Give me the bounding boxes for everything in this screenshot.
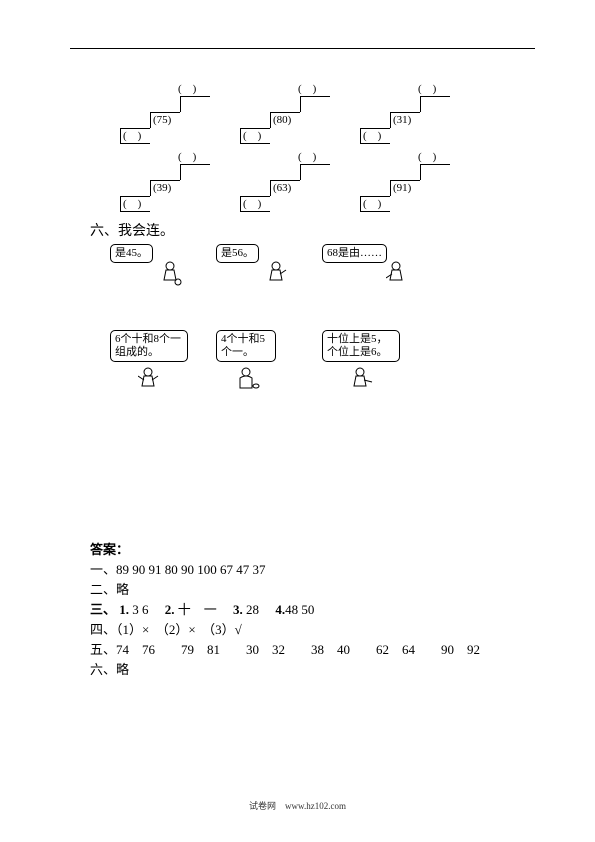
a3-1b: 1. [119, 602, 129, 617]
match-item: 6个十和8个一组成的。 [110, 330, 202, 400]
stairs-item: ( ) (75) ( ) [120, 82, 220, 144]
answers-section: 答案： 一、89 90 91 80 90 100 67 47 37 二、略 三、… [90, 540, 480, 680]
page-footer: 试卷网 www.hz102.com [0, 799, 595, 812]
page-top-rule [70, 48, 535, 49]
answer-line-2: 二、略 [90, 582, 129, 597]
question-6-label: 六、我会连。 [90, 220, 510, 240]
speech-bubble: 是56。 [216, 244, 259, 263]
answer-line-6: 六、略 [90, 662, 129, 677]
answer-line-4: 四、（1）× （2）× （3）√ [90, 622, 242, 637]
stair-blank-top: ( ) [418, 80, 436, 96]
match-item: 4个十和5个一。 [216, 330, 308, 400]
stair-step [300, 164, 330, 180]
stair-step-mid: (80) [270, 112, 300, 128]
stair-blank-bot: ( ) [123, 130, 141, 142]
a3-prefix: 三、 [90, 602, 116, 617]
stair-step [300, 96, 330, 112]
stairs-row-1: ( ) (75) ( ) ( ) (80) ( ) ( ) (31) ( ) [120, 82, 510, 144]
stair-blank-top: ( ) [298, 148, 316, 164]
stair-step-bot: ( ) [120, 196, 150, 212]
stair-step-mid: (91) [390, 180, 420, 196]
person-icon [160, 260, 184, 286]
stair-mid-value: (63) [273, 182, 291, 194]
stair-step [180, 96, 210, 112]
main-content: ( ) (75) ( ) ( ) (80) ( ) ( ) (31) ( ) (… [90, 82, 510, 400]
speech-bubble: 4个十和5个一。 [216, 330, 276, 362]
stairs-item: ( ) (31) ( ) [360, 82, 460, 144]
answer-line-3: 三、 1. 3 6 2. 十 一 3. 28 4.48 50 [90, 602, 314, 617]
stair-mid-value: (75) [153, 114, 171, 126]
stairs-item: ( ) (63) ( ) [240, 150, 340, 212]
speech-bubble: 十位上是5，个位上是6。 [322, 330, 400, 362]
a3-3: 28 [243, 602, 272, 617]
stair-step-mid: (75) [150, 112, 180, 128]
stairs-item: ( ) (80) ( ) [240, 82, 340, 144]
stair-step-bot: ( ) [240, 196, 270, 212]
stairs-item: ( ) (91) ( ) [360, 150, 460, 212]
match-item: 68是由…… [322, 244, 414, 298]
a3-4b: 4. [275, 602, 285, 617]
match-row-top: 是45。 是56。 68是由…… [110, 244, 510, 298]
stair-step-bot: ( ) [120, 128, 150, 144]
stair-mid-value: (31) [393, 114, 411, 126]
speech-bubble: 68是由…… [322, 244, 387, 263]
a3-2: 十 一 [175, 602, 230, 617]
person-icon [350, 366, 374, 392]
speech-bubble: 6个十和8个一组成的。 [110, 330, 188, 362]
stair-blank-top: ( ) [418, 148, 436, 164]
match-item: 十位上是5，个位上是6。 [322, 330, 414, 400]
answers-title: 答案： [90, 542, 129, 557]
stair-step [420, 96, 450, 112]
stair-blank-bot: ( ) [243, 198, 261, 210]
stair-step-bot: ( ) [240, 128, 270, 144]
stair-mid-value: (39) [153, 182, 171, 194]
person-icon [138, 366, 162, 392]
answer-line-5: 五、74 76 79 81 30 32 38 40 62 64 90 92 [90, 642, 480, 657]
stair-step [420, 164, 450, 180]
stair-mid-value: (91) [393, 182, 411, 194]
person-icon [266, 260, 290, 286]
stair-step [180, 164, 210, 180]
match-row-bottom: 6个十和8个一组成的。 4个十和5个一。 十位上是5，个位上是6。 [110, 330, 510, 400]
answer-line-1: 一、89 90 91 80 90 100 67 47 37 [90, 562, 266, 577]
stair-step-mid: (39) [150, 180, 180, 196]
person-icon [386, 260, 410, 286]
a3-2b: 2. [165, 602, 175, 617]
speech-bubble: 是45。 [110, 244, 153, 263]
stairs-item: ( ) (39) ( ) [120, 150, 220, 212]
stairs-row-2: ( ) (39) ( ) ( ) (63) ( ) ( ) (91) ( ) [120, 150, 510, 212]
stair-blank-bot: ( ) [243, 130, 261, 142]
a3-4: 48 50 [285, 602, 314, 617]
stair-blank-top: ( ) [178, 80, 196, 96]
stair-step-mid: (63) [270, 180, 300, 196]
stair-mid-value: (80) [273, 114, 291, 126]
match-item: 是56。 [216, 244, 308, 298]
stair-step-mid: (31) [390, 112, 420, 128]
match-item: 是45。 [110, 244, 202, 298]
person-icon [236, 366, 260, 392]
a3-3b: 3. [233, 602, 243, 617]
stair-blank-top: ( ) [178, 148, 196, 164]
stair-step-bot: ( ) [360, 196, 390, 212]
a3-1: 3 6 [129, 602, 162, 617]
stair-step-bot: ( ) [360, 128, 390, 144]
stair-blank-bot: ( ) [123, 198, 141, 210]
stair-blank-top: ( ) [298, 80, 316, 96]
stair-blank-bot: ( ) [363, 198, 381, 210]
stair-blank-bot: ( ) [363, 130, 381, 142]
